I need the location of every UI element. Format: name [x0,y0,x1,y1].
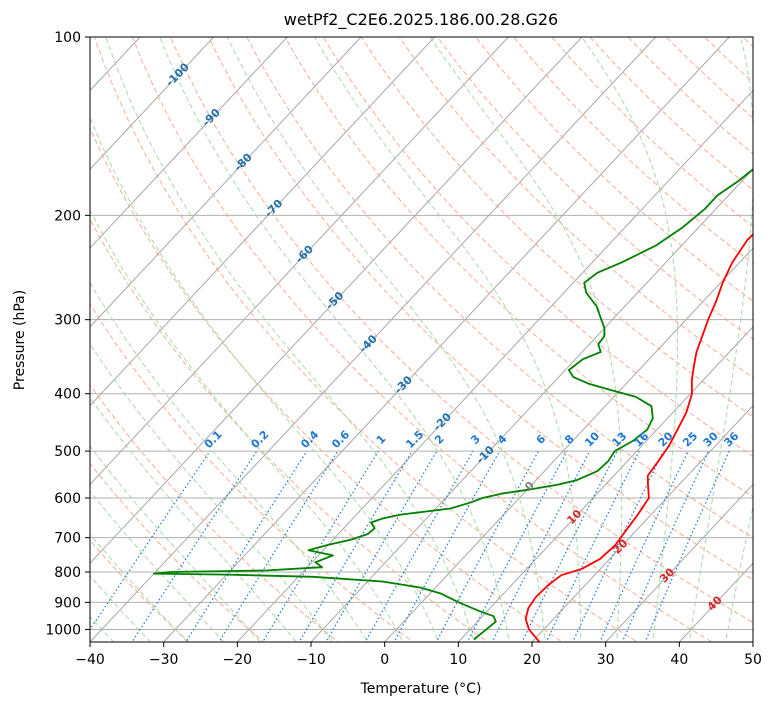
y-tick-label: 200 [54,208,81,224]
y-tick-label: 800 [54,565,81,581]
isotherm-line [90,37,657,642]
isotherm-line [90,37,509,486]
x-tick-label: 50 [744,652,762,668]
y-tick-label: 300 [54,313,81,329]
mixing-ratio-line [545,450,640,642]
isotherm-line [605,483,753,642]
x-tick-label: 20 [523,652,541,668]
plot-frame [89,36,754,643]
y-tick-label: 900 [54,595,81,611]
dry-adiabat-line [284,37,753,498]
dry-adiabat-line [398,37,753,379]
moist-adiabat-line [90,208,404,642]
isotherm-line [384,247,753,642]
x-tick-label: −30 [149,652,179,668]
dry-adiabat-line [131,37,713,642]
mixing-ratio-line [298,450,413,642]
moist-adiabat-line [159,37,510,642]
dry-adiabat-line [322,37,753,457]
mixing-ratio-line [644,450,730,642]
y-tick-label: 500 [54,444,81,460]
mixing-ratio-line [572,450,664,642]
dry-adiabat-line [170,37,753,624]
y-axis: 100 200 300 400 500 600 700 800 900 1000 [45,30,90,638]
isotherm-line [163,37,730,642]
moist-adiabat-line [581,37,678,642]
x-axis-title: Temperature (°C) [360,681,482,697]
x-tick-label: −20 [223,652,253,668]
isotherm-line [90,37,215,171]
isotherm-line [90,37,362,328]
isotherm-line [90,37,288,249]
dry-adiabat-line [208,37,753,581]
x-tick-label: 10 [449,652,467,668]
mixing-ratio-line [218,450,339,642]
isotherm-line [310,168,753,642]
mixing-ratio-line [466,450,568,642]
mixing-ratio-line [325,450,438,642]
moist-adiabat-line [226,37,546,642]
isotherm-line [90,37,583,564]
moist-adiabat-line [90,575,152,642]
plot-area [90,37,753,642]
moist-adiabat-line [90,342,333,642]
y-tick-label: 100 [54,30,81,46]
mixing-ratio-line [185,450,308,642]
moist-adiabat-line [688,37,753,642]
dry-adiabat-line [90,384,340,642]
moist-adiabat-line [90,281,369,642]
temperature-profile-line [524,233,753,642]
y-axis-title: Pressure (hPa) [12,290,28,390]
y-tick-label: 400 [54,387,81,403]
moist-adiabat-line [725,504,753,642]
mixing-ratio-line [131,450,258,642]
isotherm-line [457,326,753,642]
isotherm-line [236,89,753,642]
dry-adiabat-line [90,303,414,642]
y-tick-label: 600 [54,491,81,507]
x-tick-label: −40 [75,652,105,668]
mixing-ratio-line [364,450,474,642]
moist-adiabat-line [90,533,188,642]
dry-adiabat-line [90,127,564,642]
x-tick-label: −10 [296,652,326,668]
y-tick-label: 700 [54,531,81,547]
moist-adiabat-line [314,37,582,642]
x-tick-label: 30 [597,652,615,668]
moist-adiabat-line [90,490,225,642]
moist-adiabat-line [90,396,297,642]
chart-title: wetPf2_C2E6.2025.186.00.28.G26 [284,10,558,30]
moist-adiabat-line [429,37,623,642]
dry-adiabat-line [90,462,265,642]
isotherm-line [90,37,436,407]
mixing-ratio-line [393,450,501,642]
isotherm-line [531,404,753,642]
mixing-ratio-line [435,450,540,642]
y-tick-label: 1000 [45,622,81,638]
dry-adiabat-line [436,37,753,340]
x-axis: −40 −30 −20 −10 0 10 20 30 40 50 [75,642,762,668]
mixing-ratio-line [262,450,379,642]
mixing-ratio-line [621,450,710,642]
moist-adiabat-line [105,37,475,642]
dry-adiabat-line [475,37,753,302]
x-tick-label: 0 [380,652,389,668]
x-tick-label: 40 [670,652,688,668]
dewpoint-profile-line [153,168,753,641]
moist-adiabat-line [90,445,261,642]
